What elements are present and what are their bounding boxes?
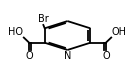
Text: O: O bbox=[25, 51, 33, 61]
Text: Br: Br bbox=[38, 14, 49, 24]
Text: HO: HO bbox=[8, 27, 23, 37]
Text: OH: OH bbox=[112, 27, 127, 37]
Text: N: N bbox=[64, 51, 71, 61]
Text: O: O bbox=[102, 51, 110, 61]
